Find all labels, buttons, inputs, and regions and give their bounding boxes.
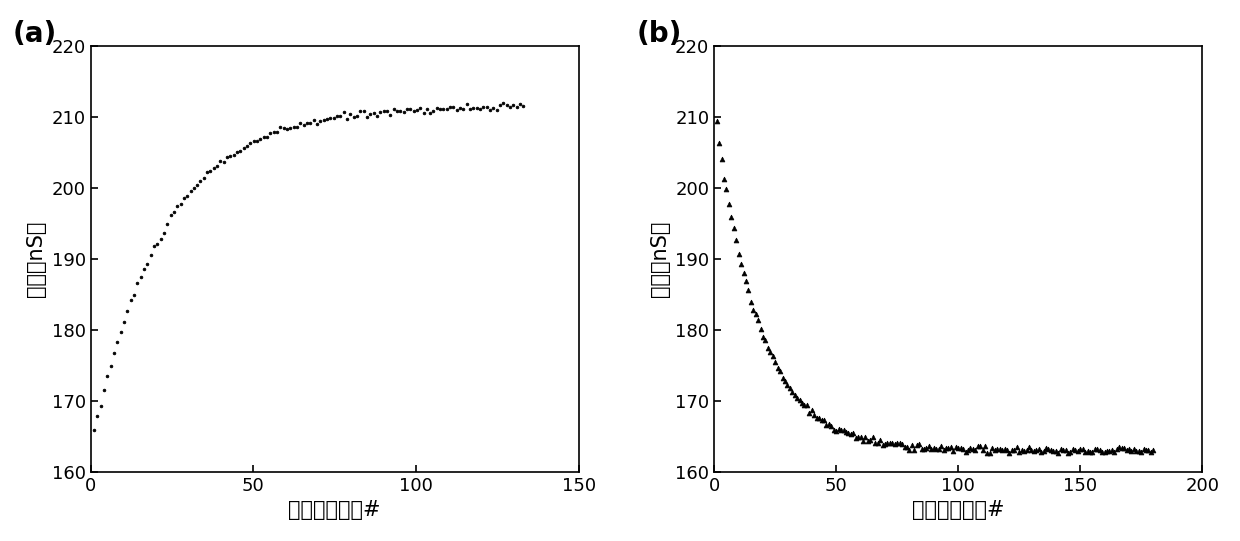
- Text: (a): (a): [12, 20, 57, 48]
- Y-axis label: 电导（nS）: 电导（nS）: [26, 221, 46, 297]
- Text: (b): (b): [636, 20, 682, 48]
- X-axis label: 负向脉冲个数#: 负向脉冲个数#: [911, 500, 1004, 520]
- X-axis label: 正向脉冲个数#: 正向脉冲个数#: [289, 500, 381, 520]
- Y-axis label: 电导（nS）: 电导（nS）: [650, 221, 670, 297]
